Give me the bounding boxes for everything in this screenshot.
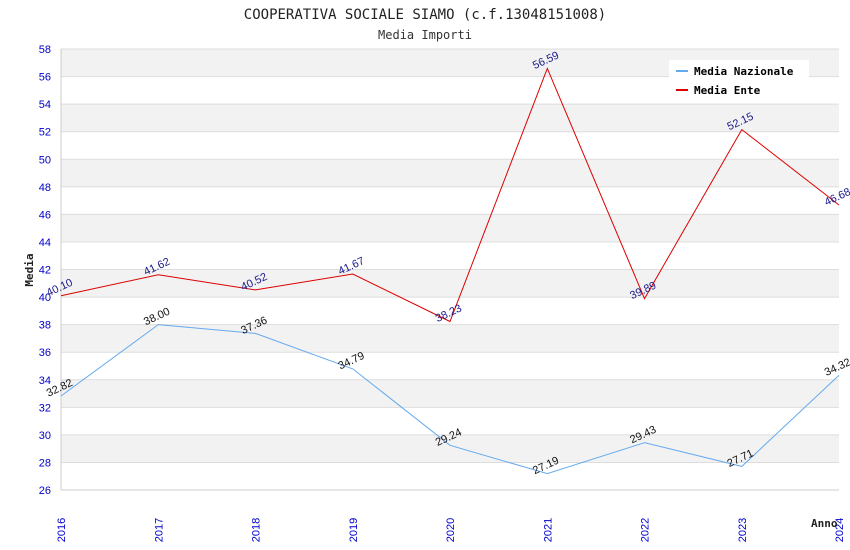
y-tick-label: 54 bbox=[39, 99, 51, 111]
y-tick-label: 42 bbox=[39, 265, 51, 277]
grid-layer bbox=[61, 48, 839, 491]
x-tick-label: 2023 bbox=[737, 518, 749, 542]
series-line-media-ente bbox=[60, 67, 840, 323]
x-axis-label: Anno bbox=[811, 517, 838, 530]
y-tick-label: 30 bbox=[39, 430, 51, 442]
y-tick-label: 56 bbox=[39, 72, 51, 84]
grid-band bbox=[61, 159, 839, 187]
y-tick-label: 34 bbox=[39, 375, 51, 387]
x-tick-label: 2019 bbox=[348, 518, 360, 542]
x-tick-label: 2021 bbox=[542, 518, 554, 542]
y-tick-label: 40 bbox=[39, 292, 51, 304]
y-tick-label: 48 bbox=[39, 182, 51, 194]
y-tick-label: 44 bbox=[39, 237, 51, 249]
x-tick-label: 2024 bbox=[834, 518, 846, 542]
grid-band bbox=[61, 434, 839, 463]
grid-band bbox=[61, 186, 839, 215]
grid-band bbox=[61, 241, 839, 270]
grid-band bbox=[61, 104, 839, 132]
grid-band bbox=[61, 214, 839, 242]
grid-band bbox=[61, 297, 839, 325]
y-tick-label: 58 bbox=[39, 44, 51, 56]
x-tick-label: 2018 bbox=[251, 518, 263, 542]
x-tick-label: 2020 bbox=[445, 518, 457, 542]
chart-title: COOPERATIVA SOCIALE SIAMO (c.f.130481510… bbox=[244, 7, 606, 23]
y-tick-label: 52 bbox=[39, 127, 51, 139]
y-axis-label: Media bbox=[23, 253, 36, 286]
y-tick-label: 28 bbox=[39, 457, 51, 469]
axis-layer: 26 28 30 32 34 36 38 40 42 44 46 48 50 52 54 56 58 2016 20… bbox=[39, 44, 846, 542]
grid-band bbox=[61, 131, 839, 160]
grid-band bbox=[61, 324, 839, 353]
grid-band bbox=[61, 269, 839, 298]
x-tick-label: 2017 bbox=[153, 518, 165, 542]
y-tick-label: 46 bbox=[39, 209, 51, 221]
series-line-media-nazionale bbox=[60, 324, 840, 475]
y-tick-label: 36 bbox=[39, 347, 51, 359]
legend-label: Media Nazionale bbox=[694, 65, 794, 78]
grid-band bbox=[61, 407, 839, 435]
y-tick-label: 50 bbox=[39, 154, 51, 166]
legend: Media Nazionale Media Ente bbox=[669, 60, 809, 102]
grid-band bbox=[61, 379, 839, 408]
y-tick-label: 32 bbox=[39, 402, 51, 414]
y-tick-label: 38 bbox=[39, 320, 51, 332]
grid-band bbox=[61, 352, 839, 380]
x-tick-label: 2022 bbox=[640, 518, 652, 542]
y-tick-label: 26 bbox=[39, 485, 51, 497]
x-tick-label: 2016 bbox=[56, 518, 68, 542]
series-layer bbox=[60, 67, 840, 475]
legend-label: Media Ente bbox=[694, 84, 761, 97]
legend-box bbox=[669, 60, 809, 102]
chart-subtitle: Media Importi bbox=[378, 28, 472, 42]
grid-band bbox=[61, 462, 839, 490]
